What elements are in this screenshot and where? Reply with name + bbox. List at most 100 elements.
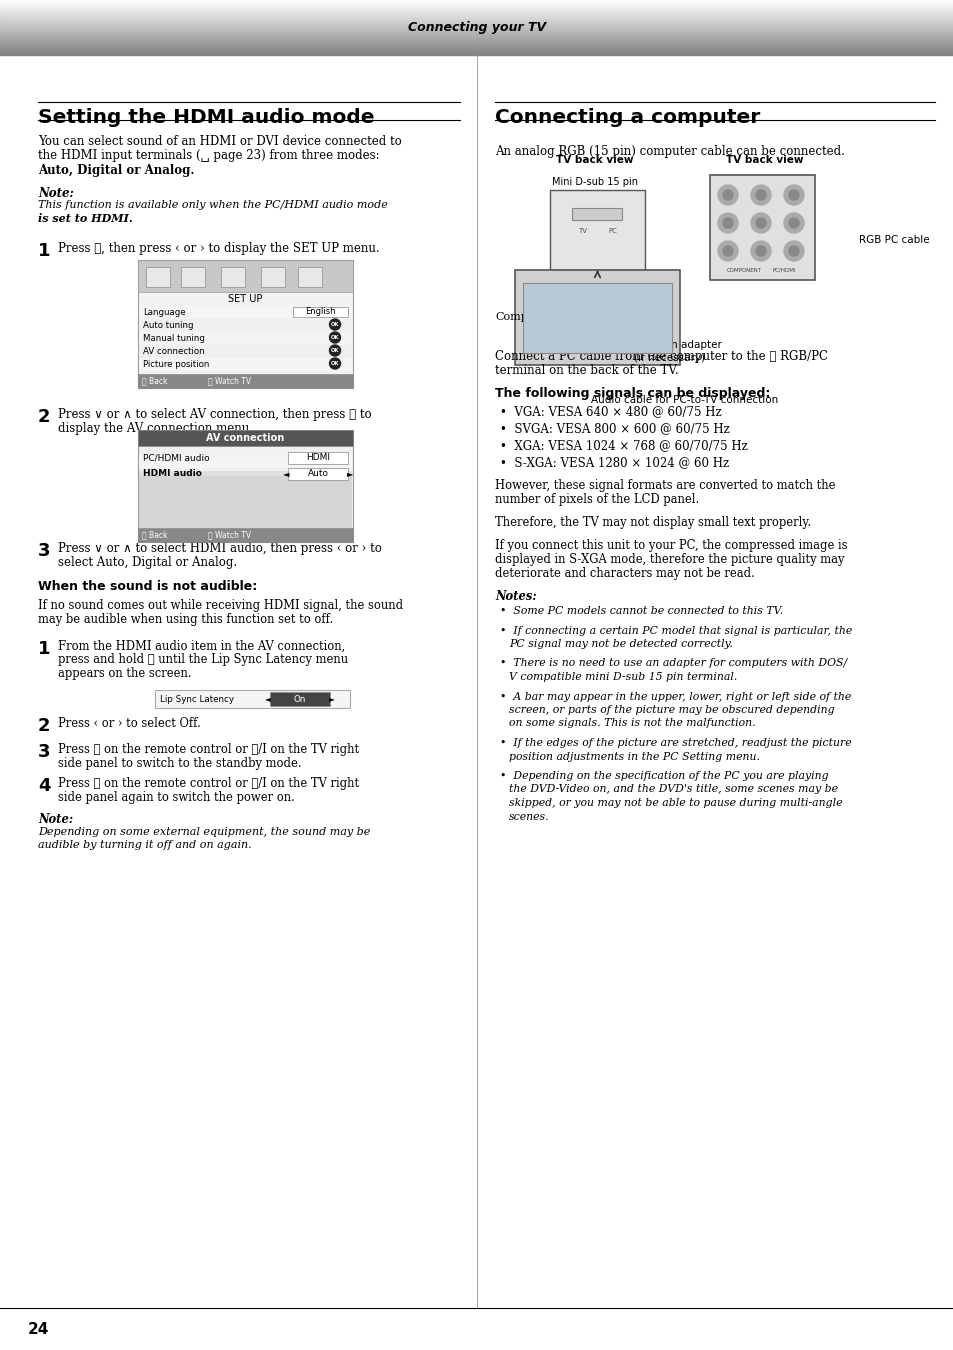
- Bar: [138, 528, 353, 541]
- Text: Auto, Digital or Analog.: Auto, Digital or Analog.: [38, 163, 194, 177]
- Bar: [297, 267, 322, 288]
- Bar: [138, 374, 353, 387]
- Circle shape: [755, 246, 765, 256]
- Text: Press ∨ or ∧ to select HDMI audio, then press ‹ or › to: Press ∨ or ∧ to select HDMI audio, then …: [58, 541, 381, 555]
- Text: on some signals. This is not the malfunction.: on some signals. This is not the malfunc…: [509, 718, 755, 729]
- Text: Language: Language: [143, 308, 186, 317]
- Text: 3: 3: [38, 743, 51, 761]
- Text: PC/HDMI audio: PC/HDMI audio: [143, 454, 210, 463]
- Text: Audio cable for PC-to-TV connection: Audio cable for PC-to-TV connection: [591, 396, 778, 405]
- Text: •  S-XGA: VESA 1280 × 1024 @ 60 Hz: • S-XGA: VESA 1280 × 1024 @ 60 Hz: [499, 456, 728, 468]
- Text: RGB PC cable: RGB PC cable: [859, 235, 929, 244]
- Bar: [550, 190, 644, 270]
- Text: is set to HDMI.: is set to HDMI.: [38, 213, 132, 224]
- Text: 1: 1: [38, 640, 51, 657]
- Text: •  There is no need to use an adapter for computers with DOS/: • There is no need to use an adapter for…: [499, 659, 846, 668]
- Text: Connect a PC cable from the computer to the Ⓡ RGB/PC: Connect a PC cable from the computer to …: [495, 350, 827, 363]
- Text: deteriorate and characters may not be read.: deteriorate and characters may not be re…: [495, 567, 754, 579]
- Text: Note:: Note:: [38, 813, 73, 826]
- Text: 1: 1: [38, 242, 51, 261]
- Bar: [139, 455, 352, 468]
- Text: scenes.: scenes.: [509, 811, 549, 822]
- Text: side panel again to switch the power on.: side panel again to switch the power on.: [58, 791, 294, 803]
- Text: ►: ►: [346, 470, 353, 478]
- Text: Lip Sync Latency: Lip Sync Latency: [160, 694, 233, 703]
- Circle shape: [788, 217, 799, 228]
- Bar: [138, 431, 353, 446]
- Text: Depending on some external equipment, the sound may be: Depending on some external equipment, th…: [38, 828, 370, 837]
- Bar: [138, 431, 353, 541]
- Circle shape: [718, 242, 738, 261]
- Text: ►: ►: [329, 694, 335, 703]
- Text: Connecting a computer: Connecting a computer: [495, 108, 760, 127]
- Bar: [139, 346, 352, 356]
- Text: Press ⓘ on the remote control or ⏻/I on the TV right: Press ⓘ on the remote control or ⏻/I on …: [58, 778, 358, 790]
- Circle shape: [750, 242, 770, 261]
- Text: •  Depending on the specification of the PC you are playing: • Depending on the specification of the …: [499, 771, 828, 782]
- Text: OK: OK: [331, 348, 339, 352]
- Text: Manual tuning: Manual tuning: [143, 333, 205, 343]
- Text: Auto: Auto: [307, 470, 328, 478]
- Text: 24: 24: [28, 1322, 49, 1336]
- Text: PC/HDMI: PC/HDMI: [772, 267, 796, 273]
- Text: PC signal may not be detected correctly.: PC signal may not be detected correctly.: [509, 639, 732, 649]
- Bar: [139, 319, 352, 331]
- Bar: [139, 332, 352, 344]
- Text: screen, or parts of the picture may be obscured depending: screen, or parts of the picture may be o…: [509, 705, 834, 716]
- Text: Setting the HDMI audio mode: Setting the HDMI audio mode: [38, 108, 375, 127]
- Text: (if necessary): (if necessary): [634, 352, 705, 363]
- Text: TV: TV: [578, 228, 586, 234]
- Bar: [139, 358, 352, 370]
- Text: TV back view: TV back view: [725, 155, 803, 165]
- Text: display the AV connection menu.: display the AV connection menu.: [58, 423, 253, 435]
- Text: may be audible when using this function set to off.: may be audible when using this function …: [38, 613, 333, 625]
- Circle shape: [750, 213, 770, 234]
- Text: The following signals can be displayed:: The following signals can be displayed:: [495, 387, 770, 400]
- Bar: [138, 261, 353, 292]
- Circle shape: [722, 217, 732, 228]
- Text: COMPONENT: COMPONENT: [726, 267, 761, 273]
- Bar: [154, 690, 350, 707]
- Text: Connecting your TV: Connecting your TV: [408, 22, 545, 34]
- Bar: [293, 306, 348, 317]
- Text: position adjustments in the PC Setting menu.: position adjustments in the PC Setting m…: [509, 752, 760, 761]
- Text: ⓧ Watch TV: ⓧ Watch TV: [208, 377, 251, 386]
- Bar: [261, 267, 285, 288]
- Text: Press ∨ or ∧ to select AV connection, then press ⓞ to: Press ∨ or ∧ to select AV connection, th…: [58, 408, 372, 421]
- Text: skipped, or you may not be able to pause during multi-angle: skipped, or you may not be able to pause…: [509, 798, 841, 809]
- Circle shape: [755, 190, 765, 200]
- Text: This function is available only when the PC/HDMI audio mode: This function is available only when the…: [38, 200, 388, 211]
- Text: displayed in S-XGA mode, therefore the picture quality may: displayed in S-XGA mode, therefore the p…: [495, 554, 843, 566]
- Text: HDMI: HDMI: [306, 454, 330, 463]
- Circle shape: [755, 217, 765, 228]
- Text: •  VGA: VESA 640 × 480 @ 60/75 Hz: • VGA: VESA 640 × 480 @ 60/75 Hz: [499, 405, 720, 418]
- Text: appears on the screen.: appears on the screen.: [58, 667, 192, 680]
- Text: select Auto, Digital or Analog.: select Auto, Digital or Analog.: [58, 556, 237, 568]
- Text: PC: PC: [607, 228, 617, 234]
- Bar: [515, 270, 679, 364]
- Text: press and hold ⓞ until the Lip Sync Latency menu: press and hold ⓞ until the Lip Sync Late…: [58, 653, 348, 667]
- Text: Auto tuning: Auto tuning: [143, 321, 193, 329]
- Circle shape: [718, 213, 738, 234]
- Bar: [221, 267, 245, 288]
- Text: Press ⓜ, then press ‹ or › to display the SET UP menu.: Press ⓜ, then press ‹ or › to display th…: [58, 242, 379, 255]
- Bar: [270, 693, 330, 706]
- Text: V compatible mini D-sub 15 pin terminal.: V compatible mini D-sub 15 pin terminal.: [509, 672, 737, 682]
- Text: terminal on the back of the TV.: terminal on the back of the TV.: [495, 364, 678, 377]
- Text: Conversion adapter: Conversion adapter: [618, 340, 720, 350]
- Text: ◄: ◄: [282, 470, 289, 478]
- Circle shape: [329, 346, 340, 356]
- Text: •  SVGA: VESA 800 × 600 @ 60/75 Hz: • SVGA: VESA 800 × 600 @ 60/75 Hz: [499, 423, 729, 435]
- Bar: [572, 208, 622, 220]
- Circle shape: [788, 190, 799, 200]
- Text: You can select sound of an HDMI or DVI device connected to: You can select sound of an HDMI or DVI d…: [38, 135, 401, 148]
- Bar: [138, 261, 353, 387]
- Circle shape: [783, 185, 803, 205]
- Text: AV connection: AV connection: [206, 433, 284, 443]
- Bar: [139, 306, 352, 319]
- Text: 2: 2: [38, 717, 51, 734]
- Bar: [146, 267, 170, 288]
- Text: ⓜ Back: ⓜ Back: [142, 531, 168, 540]
- Text: An analog RGB (15 pin) computer cable can be connected.: An analog RGB (15 pin) computer cable ca…: [495, 144, 844, 158]
- Text: Press ⓘ on the remote control or ⏻/I on the TV right: Press ⓘ on the remote control or ⏻/I on …: [58, 743, 358, 756]
